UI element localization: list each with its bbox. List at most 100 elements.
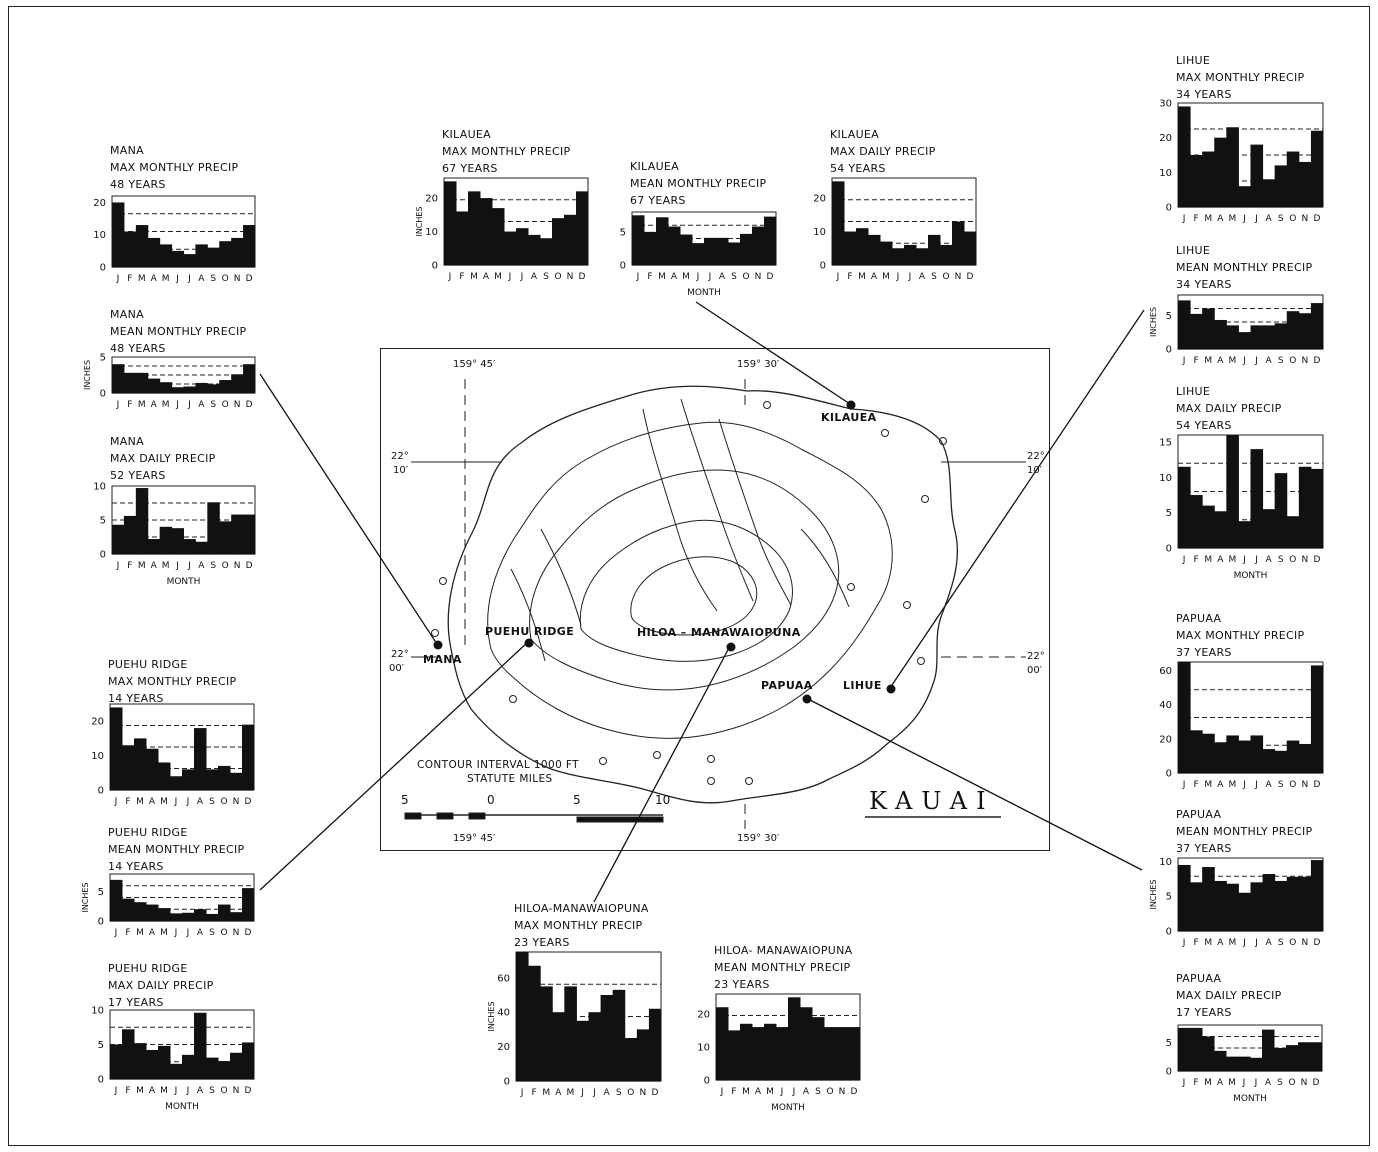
x-tick-label: M (162, 400, 170, 410)
bar-9 (612, 989, 626, 1081)
y-tick-label: 40 (1159, 700, 1172, 711)
bar-9 (1274, 165, 1288, 207)
chart-title-line: KILAUEA (830, 128, 879, 141)
scale-tick-3: 5 (573, 793, 581, 807)
bar-9 (206, 769, 219, 790)
bar-5 (1226, 883, 1239, 931)
leader-papuaa (805, 697, 1143, 871)
bar-2 (123, 231, 137, 267)
chart-hiloa-mean-monthly: HILOA- MANAWAIOPUNA MEAN MONTHLY PRECIP 23… (697, 942, 896, 1118)
bar-12 (848, 1027, 861, 1080)
y-tick-label: 10 (697, 1042, 710, 1053)
lat-south-deg-left: 22° (391, 649, 409, 660)
ridge-1 (642, 408, 718, 612)
chart-title: HILOA-MANAWAIOPUNA MAX MONTHLY PRECIP 23 Y… (514, 900, 649, 951)
chart-title-line: 23 YEARS (714, 978, 770, 991)
chart-title: LIHUE MAX DAILY PRECIP 54 YEARS (1176, 383, 1282, 434)
scale-tick-2: 0 (487, 793, 495, 807)
x-axis-label: MONTH (165, 1102, 199, 1112)
chart-title-line: PAPUAA (1176, 612, 1222, 625)
chart-title-line: 54 YEARS (1176, 419, 1232, 432)
bar-3 (1202, 505, 1215, 548)
scale-bar-seg-4 (576, 816, 664, 823)
y-tick-label: 5 (100, 516, 106, 527)
chart-title-line: 37 YEARS (1176, 646, 1232, 659)
bar-5 (159, 382, 173, 393)
bar-1 (110, 707, 123, 790)
x-tick-label: S (616, 1088, 622, 1098)
x-tick-label: J (1242, 555, 1246, 565)
bar-8 (194, 728, 207, 790)
x-tick-label: D (1313, 780, 1320, 790)
bar-12 (242, 1042, 255, 1079)
scale-tick-4: 10 (655, 793, 671, 807)
y-tick-label: 0 (100, 263, 106, 274)
x-tick-label: A (531, 272, 538, 282)
x-tick-label: N (233, 797, 240, 807)
bar-11 (230, 912, 243, 921)
bar-9 (206, 913, 219, 921)
chart-title-line: 17 YEARS (1176, 1006, 1232, 1019)
x-tick-label: N (234, 400, 241, 410)
x-tick-label: J (187, 400, 191, 410)
x-tick-label: A (151, 274, 158, 284)
bar-4 (752, 1027, 765, 1080)
x-tick-label: O (222, 274, 229, 284)
x-tick-label: A (149, 1086, 156, 1096)
x-tick-label: M (858, 272, 866, 282)
chart-title-line: 14 YEARS (108, 860, 164, 873)
x-tick-label: M (658, 272, 666, 282)
bar-10 (940, 244, 953, 265)
y-tick-label: 0 (1166, 203, 1172, 214)
bar-12 (243, 225, 256, 267)
y-tick-label: 5 (100, 353, 106, 364)
x-tick-label: D (1313, 214, 1320, 224)
x-tick-label: J (1254, 214, 1258, 224)
bar-8 (194, 1012, 207, 1079)
x-tick-label: A (1217, 1078, 1224, 1088)
bar-7 (1250, 735, 1264, 773)
y-tick-label: 20 (697, 1009, 710, 1020)
y-tick-label: 10 (1159, 168, 1172, 179)
bar-4 (1214, 880, 1227, 931)
chart-title: PAPUAA MAX MONTHLY PRECIP 37 YEARS (1176, 610, 1304, 661)
bar-2 (644, 231, 657, 265)
chart-title-line: 48 YEARS (110, 342, 166, 355)
y-axis-label: INCHES (83, 360, 92, 390)
bar-8 (800, 1007, 813, 1080)
x-tick-label: J (1242, 1078, 1246, 1088)
x-tick-label: F (647, 272, 652, 282)
bar-6 (170, 1063, 183, 1079)
bar-12 (243, 514, 256, 554)
y-tick-label: 20 (91, 717, 104, 728)
bar-3 (1202, 308, 1215, 349)
x-tick-label: O (742, 272, 749, 282)
station-label-kilauea: KILAUEA (821, 411, 877, 424)
bar-9 (540, 238, 553, 265)
bar-2 (122, 745, 135, 790)
figure-frame (8, 6, 1370, 1146)
bar-10 (1286, 151, 1300, 207)
x-tick-label: M (1204, 555, 1212, 565)
bar-7 (182, 912, 195, 921)
bar-10 (740, 233, 753, 265)
x-tick-label: F (125, 928, 130, 938)
bar-12 (1310, 860, 1324, 931)
ridge-2 (680, 398, 754, 602)
x-tick-label: N (839, 1087, 846, 1097)
lat-north-deg-right: 22° (1027, 451, 1045, 462)
chart-mana-mean-monthly: MANA MEAN MONTHLY PRECIP 48 YEARS 0 5 J F M A M J J… (83, 306, 264, 410)
contour-interval-label: CONTOUR INTERVAL 1000 FT (417, 759, 579, 771)
scale-bar-seg-2 (436, 812, 454, 820)
bar-4 (1214, 1050, 1227, 1071)
y-tick-label: 0 (504, 1077, 510, 1088)
x-tick-label: M (542, 1088, 550, 1098)
chart-title-line: MANA (110, 435, 144, 448)
chart-title-line: LIHUE (1176, 54, 1211, 67)
x-tick-label: J (520, 1088, 524, 1098)
bar-8 (528, 234, 541, 265)
bar-8 (195, 382, 208, 393)
chart-title-line: PUEHU RIDGE (108, 658, 188, 671)
x-tick-label: S (209, 928, 215, 938)
